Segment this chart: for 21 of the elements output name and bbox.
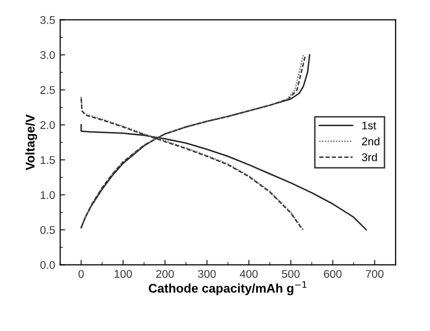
y-tick-label: 2.5 bbox=[40, 86, 55, 94]
x-tick-label: 0 bbox=[78, 270, 84, 278]
x-tick-label: 700 bbox=[366, 270, 384, 278]
legend-label: 2nd bbox=[362, 137, 380, 146]
x-tick-label: 500 bbox=[282, 270, 300, 278]
y-tick-label: 2.0 bbox=[40, 121, 55, 129]
y-tick-label: 3.0 bbox=[40, 51, 55, 59]
x-tick-label: 200 bbox=[156, 270, 174, 278]
y-tick-label: 3.5 bbox=[40, 16, 55, 24]
x-tick-label: 100 bbox=[114, 270, 132, 278]
x-tick-label: 300 bbox=[198, 270, 216, 278]
y-tick-label: 0.0 bbox=[40, 261, 55, 269]
legend-label: 1st bbox=[362, 122, 376, 130]
y-tick-label: 1.0 bbox=[40, 191, 55, 199]
y-tick-label: 0.5 bbox=[40, 226, 55, 234]
legend-label: 3rd bbox=[362, 153, 377, 162]
x-axis-title: Cathode capacity/mAh g$^{−1}$ bbox=[148, 281, 306, 296]
x-tick-label: 400 bbox=[240, 270, 258, 278]
y-axis-title: Voltage/V bbox=[25, 114, 38, 170]
y-tick-label: 1.5 bbox=[40, 156, 55, 164]
x-tick-label: 600 bbox=[324, 270, 342, 278]
